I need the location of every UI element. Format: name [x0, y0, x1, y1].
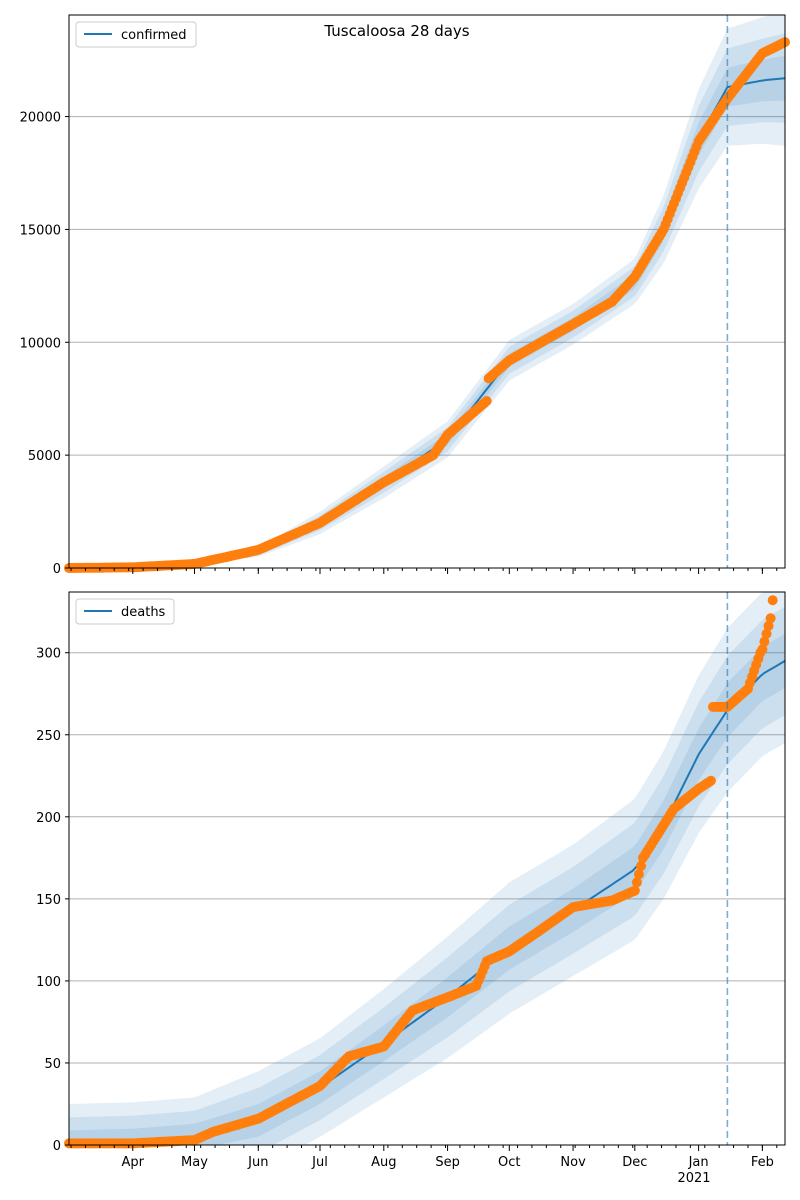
- observed-point: [757, 644, 768, 655]
- legend-label: deaths: [121, 605, 166, 620]
- uncertainty-band: [69, 592, 785, 1145]
- y-tick-label: 5000: [28, 449, 61, 464]
- uncertainty-band: [69, 15, 785, 568]
- y-tick-label: 0: [53, 1139, 61, 1154]
- plot-frame: [68, 591, 786, 1146]
- x-tick-label: Sep: [435, 1155, 460, 1170]
- x-tick-label: Jul: [311, 1155, 328, 1170]
- x-tick-label: Nov: [560, 1155, 586, 1170]
- observed-points-deaths: [64, 595, 778, 1149]
- observed-point: [631, 877, 642, 888]
- uncertainty-bands: [69, 15, 785, 568]
- x-tick-label: Feb: [751, 1155, 774, 1170]
- y-tick-label: 300: [36, 647, 61, 662]
- observed-point: [705, 775, 716, 786]
- observed-point: [629, 885, 640, 896]
- plot-frame: [68, 14, 786, 569]
- observed-point: [759, 636, 770, 647]
- observed-points-confirmed: [64, 37, 790, 573]
- observed-point: [765, 613, 776, 624]
- uncertainty-band: [69, 33, 785, 568]
- observed-point: [763, 621, 774, 631]
- y-tick-label: 250: [36, 729, 61, 744]
- x-tick-label: Apr: [122, 1155, 145, 1170]
- y-tick-label: 100: [36, 975, 61, 990]
- x-tick-label: May: [181, 1155, 208, 1170]
- y-tick-label: 50: [44, 1057, 61, 1072]
- figure-title: Tuscaloosa 28 days: [323, 22, 469, 40]
- legend-deaths: deaths: [75, 598, 175, 625]
- observed-point: [761, 628, 772, 639]
- axis-ticks: 0 5000 10000 15000 20000: [20, 111, 778, 577]
- model-line-confirmed: [68, 77, 786, 569]
- y-tick-label: 10000: [20, 336, 61, 351]
- x-tick-label: Jun: [247, 1155, 268, 1170]
- legend-confirmed: confirmed: [75, 21, 197, 48]
- y-tick-label: 15000: [20, 223, 61, 238]
- confirmed-chart: 0 5000 10000 15000 20000 confirmed: [20, 14, 790, 577]
- deaths-chart: 0 50 100 150 200 250 300 Apr May Jun Jul Aug Sep Oct N…: [36, 591, 786, 1186]
- x-tick-label: Aug: [371, 1155, 396, 1170]
- observed-point: [481, 396, 492, 406]
- legend-label: confirmed: [121, 28, 187, 43]
- x-tick-label: Oct: [498, 1155, 520, 1170]
- x-tick-label: Dec: [622, 1155, 647, 1170]
- y-tick-label: 150: [36, 893, 61, 908]
- observed-point: [633, 869, 644, 880]
- x-tick-label: Jan: [688, 1155, 709, 1170]
- y-tick-label: 0: [53, 562, 61, 577]
- observed-point: [767, 595, 778, 606]
- observed-point: [636, 861, 646, 871]
- x-secondary-label: 2021: [677, 1171, 710, 1186]
- uncertainty-bands: [69, 592, 785, 1145]
- y-tick-label: 20000: [20, 111, 61, 126]
- uncertainty-band: [69, 55, 785, 568]
- axis-ticks: 0 50 100 150 200 250 300 Apr May Jun Jul Aug Sep Oct N…: [36, 647, 778, 1170]
- y-tick-label: 200: [36, 811, 61, 826]
